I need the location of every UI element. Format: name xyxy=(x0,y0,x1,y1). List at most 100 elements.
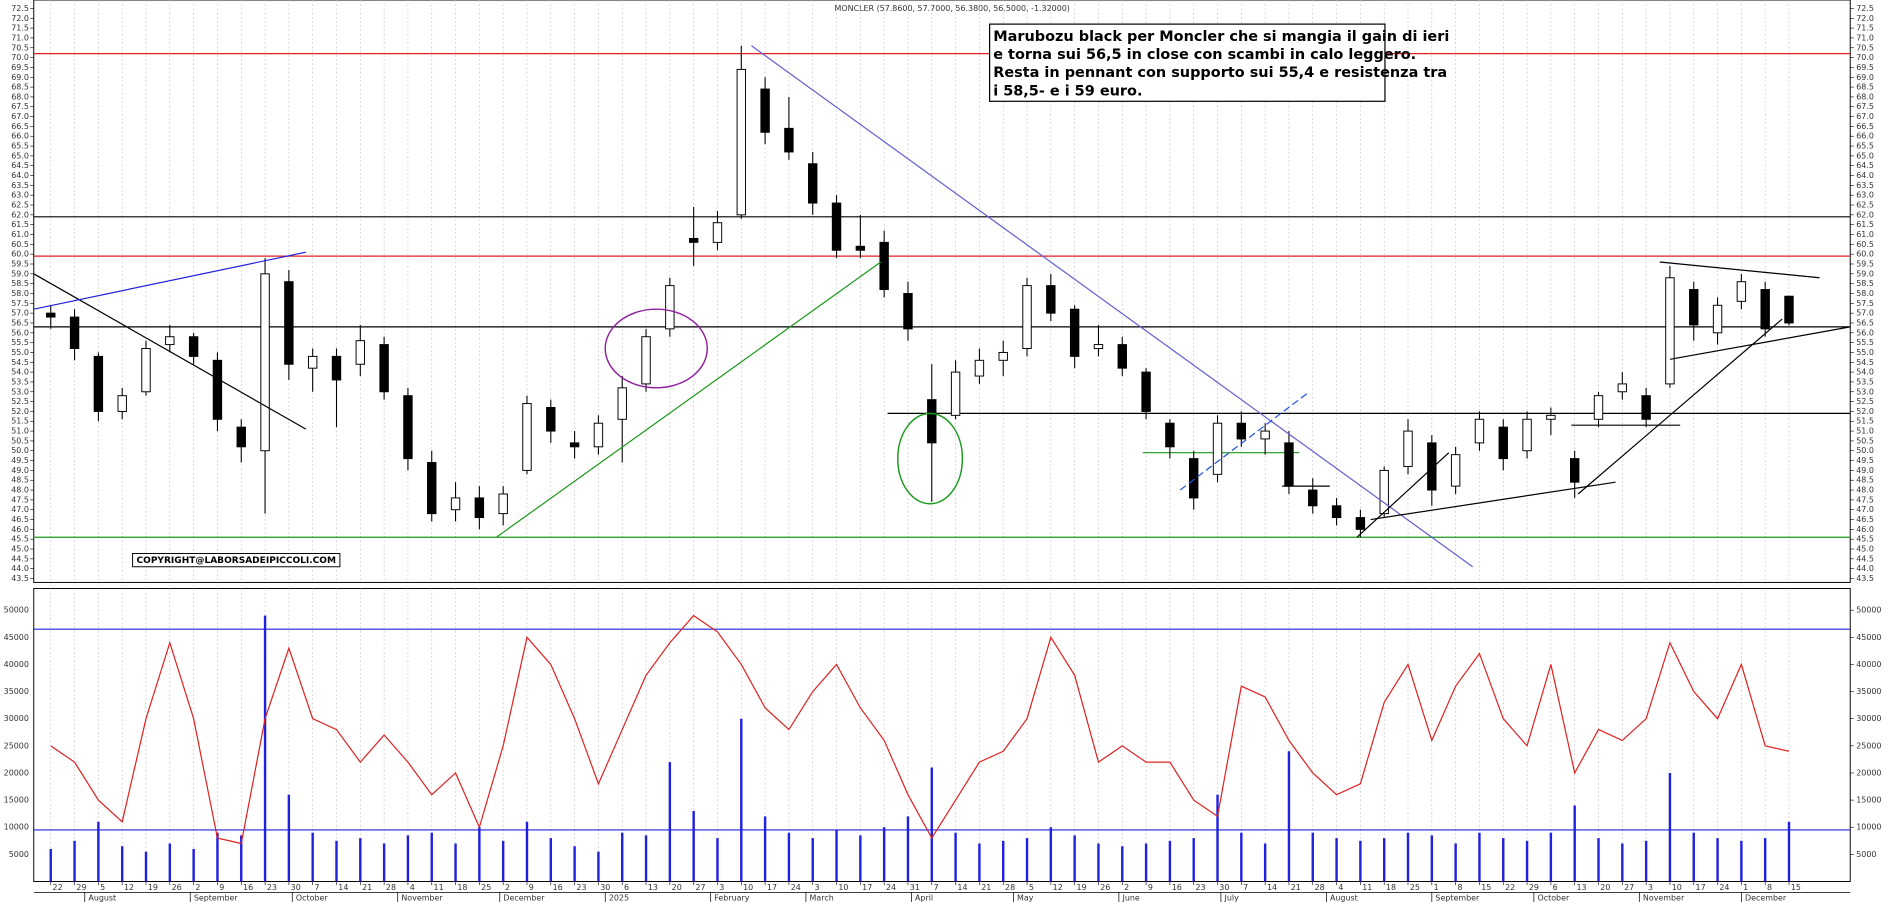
volume-bar xyxy=(1502,838,1505,882)
x-day-label: 5 xyxy=(100,883,105,892)
y-tick-label: 66.0 xyxy=(11,132,29,141)
v-tick-label: 10000 xyxy=(1856,823,1881,832)
y-tick-label: 43.5 xyxy=(1856,574,1874,583)
y-tick-label: 45.5 xyxy=(1856,535,1874,544)
x-day-label: 22 xyxy=(1505,883,1515,892)
candle-body xyxy=(1046,285,1056,314)
y-tick-label: 55.5 xyxy=(1856,338,1874,347)
candle-body xyxy=(879,241,889,291)
y-tick-label: 64.5 xyxy=(11,161,29,170)
y-tick-label: 69.0 xyxy=(11,73,29,82)
x-day-label: 14 xyxy=(1267,883,1277,892)
x-day-label: 7 xyxy=(314,883,319,892)
y-tick-label: 53.0 xyxy=(1856,387,1874,396)
y-tick-label: 55.0 xyxy=(1856,348,1874,357)
y-tick-label: 59.5 xyxy=(1856,259,1874,268)
volume-bar xyxy=(1573,805,1576,882)
y-tick-label: 68.0 xyxy=(11,92,29,101)
y-tick-label: 65.5 xyxy=(1856,142,1874,151)
volume-bar xyxy=(1644,840,1648,882)
volume-bar xyxy=(930,767,933,882)
candle-body xyxy=(1689,289,1699,326)
v-tick-label: 30000 xyxy=(4,714,29,723)
y-tick-label: 55.5 xyxy=(11,338,29,347)
y-tick-label: 67.0 xyxy=(1856,112,1874,121)
candle-body xyxy=(1189,458,1199,499)
y-tick-label: 56.0 xyxy=(1856,328,1874,337)
volume-bar xyxy=(1549,832,1553,882)
volume-bar xyxy=(1787,821,1791,882)
volume-bar xyxy=(621,832,624,882)
candle-body xyxy=(831,202,842,251)
y-tick-label: 44.5 xyxy=(1856,554,1874,563)
x-day-label: 6 xyxy=(1553,883,1558,892)
y-tick-label: 48.5 xyxy=(1856,476,1874,485)
volume-bar xyxy=(1454,843,1457,882)
y-tick-label: 50.0 xyxy=(1856,446,1874,455)
price-panel xyxy=(33,0,1851,583)
volume-bar xyxy=(787,832,791,882)
y-tick-label: 67.5 xyxy=(11,102,29,111)
x-month-label: June xyxy=(1121,893,1139,902)
y-tick-label: 49.5 xyxy=(11,456,29,465)
volume-bar xyxy=(1406,832,1410,882)
x-day-label: 10 xyxy=(838,883,848,892)
highlight-ellipse xyxy=(897,412,964,505)
candle-body xyxy=(46,312,56,318)
y-tick-label: 65.0 xyxy=(1856,151,1874,160)
y-tick-label: 55.0 xyxy=(11,348,29,357)
y-tick-label: 58.5 xyxy=(1856,279,1874,288)
candle-body xyxy=(69,316,80,350)
volume-bar xyxy=(1121,846,1124,882)
y-tick-label: 46.5 xyxy=(1856,515,1874,524)
y-tick-label: 70.0 xyxy=(1856,53,1874,62)
candle-body xyxy=(1331,505,1342,519)
y-tick-label: 61.0 xyxy=(11,230,29,239)
y-tick-label: 59.0 xyxy=(11,269,29,278)
v-tick-label: 35000 xyxy=(4,687,29,696)
annotation-line: e torna sui 56,5 in close con scambi in … xyxy=(993,47,1416,63)
x-day-label: 3 xyxy=(1648,883,1653,892)
candle-body xyxy=(1069,308,1080,357)
x-day-label: 3 xyxy=(815,883,820,892)
y-tick-label: 47.0 xyxy=(11,505,29,514)
candle-body xyxy=(1308,489,1318,507)
volume-bar xyxy=(882,827,886,882)
candle-body xyxy=(212,359,223,420)
x-day-label: 19 xyxy=(1076,883,1086,892)
volume-bar xyxy=(668,762,672,882)
candle-body xyxy=(784,127,794,153)
y-tick-label: 61.5 xyxy=(11,220,29,229)
x-day-label: 2 xyxy=(1124,883,1129,892)
x-day-label: 10 xyxy=(1672,883,1682,892)
x-day-label: 25 xyxy=(481,883,491,892)
volume-bar xyxy=(763,816,767,882)
x-month-label: December xyxy=(1745,893,1787,902)
x-day-label: 22 xyxy=(53,883,63,892)
y-tick-label: 56.5 xyxy=(11,318,29,327)
candle-body xyxy=(808,163,818,204)
y-tick-label: 66.5 xyxy=(11,122,29,131)
candle-body xyxy=(1498,426,1508,460)
candle-body xyxy=(1165,422,1175,448)
x-day-label: 12 xyxy=(1053,883,1063,892)
volume-bar xyxy=(168,843,172,882)
volume-bar xyxy=(978,843,981,882)
candle-body xyxy=(1617,383,1628,393)
candle-body xyxy=(760,88,770,133)
y-tick-label: 63.0 xyxy=(1856,191,1874,200)
x-day-label: 27 xyxy=(695,883,705,892)
candle-body xyxy=(1093,344,1104,350)
volume-bar xyxy=(49,848,52,882)
volume-panel xyxy=(33,587,1851,882)
volume-bar xyxy=(406,835,410,882)
trendline xyxy=(1659,261,1820,279)
volume-bar xyxy=(835,829,838,882)
v-tick-label: 40000 xyxy=(4,660,29,669)
volume-bar xyxy=(144,851,148,882)
volume-bar xyxy=(335,840,338,882)
volume-bar xyxy=(1335,838,1338,882)
candle-body xyxy=(93,355,104,412)
candle-body xyxy=(1450,454,1461,487)
